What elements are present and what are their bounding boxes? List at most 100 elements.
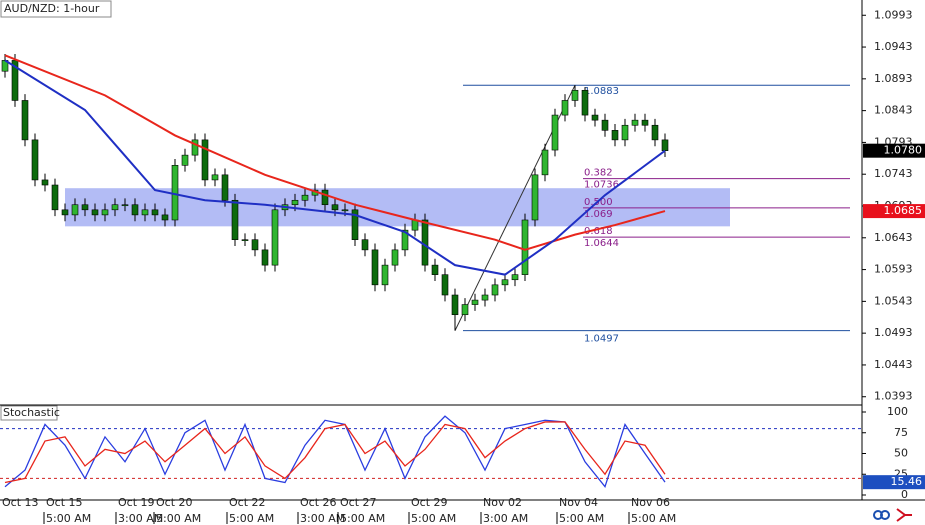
candle-body xyxy=(631,119,639,126)
candle-body xyxy=(91,209,99,216)
stoch-tick-label: 0 xyxy=(901,488,908,501)
chart-title: AUD/NZD: 1-hour xyxy=(4,2,100,15)
date-label: Oct 22 xyxy=(229,496,266,509)
date-label: Oct 29 xyxy=(411,496,448,509)
candle-body xyxy=(181,154,189,166)
candle-body xyxy=(421,219,429,266)
candle-body xyxy=(291,199,299,206)
candle-body xyxy=(231,199,239,240)
candle-body xyxy=(261,249,269,266)
candle-body xyxy=(481,294,489,301)
time-label: 5:00 AM xyxy=(229,512,274,525)
stoch-last-box xyxy=(863,475,925,490)
candle-body xyxy=(381,264,389,286)
y-tick-label: 1.0493 xyxy=(874,326,913,339)
candle-body xyxy=(601,119,609,131)
date-label: Oct 26 xyxy=(300,496,337,509)
candle-body xyxy=(441,274,449,296)
candle-body xyxy=(321,189,329,206)
time-label: 3:00 AM xyxy=(118,512,163,525)
candle-body xyxy=(491,284,499,296)
moving-average xyxy=(4,54,666,251)
y-tick-label: 1.0893 xyxy=(874,72,913,85)
candle-body xyxy=(531,174,539,221)
candle-body xyxy=(301,194,309,201)
arrow-icon[interactable] xyxy=(896,508,912,522)
fib-ratio-label: 0.382 xyxy=(584,168,613,179)
date-label: Nov 04 xyxy=(559,496,598,509)
y-tick-label: 1.0743 xyxy=(874,167,913,180)
candle-body xyxy=(371,249,379,286)
price-label: 1.0685 xyxy=(884,204,923,217)
candle-body xyxy=(561,100,569,116)
candle-body xyxy=(11,60,19,101)
y-tick-label: 1.0543 xyxy=(874,294,913,307)
stoch-tick-label: 50 xyxy=(894,447,908,460)
stoch-title-box xyxy=(0,405,58,421)
candle-body xyxy=(401,229,409,251)
candle-body xyxy=(21,100,29,141)
time-label: 3:00 AM xyxy=(483,512,528,525)
candle-body xyxy=(51,184,59,211)
y-tick-label: 1.0443 xyxy=(874,358,913,371)
candle-body xyxy=(101,209,109,216)
candle-body xyxy=(141,209,149,216)
candle-body xyxy=(621,124,629,141)
candle-body xyxy=(131,204,139,216)
fib-price-label: 1.069 xyxy=(584,209,613,220)
stoch-last-label: 15.46 xyxy=(891,475,923,488)
y-tick-label: 1.0843 xyxy=(874,104,913,117)
stoch-line xyxy=(4,415,666,489)
candle-body xyxy=(241,239,249,241)
candle-body xyxy=(201,139,209,181)
candle-body xyxy=(511,274,519,281)
candle-body xyxy=(571,89,579,101)
y-tick-label: 1.0643 xyxy=(874,231,913,244)
candle-body xyxy=(651,124,659,141)
candle-body xyxy=(451,294,459,316)
price-label-box xyxy=(863,204,925,219)
candle-body xyxy=(391,249,399,266)
time-label: 5:00 AM xyxy=(340,512,385,525)
date-label: Oct 20 xyxy=(156,496,193,509)
date-label: Oct 15 xyxy=(46,496,83,509)
candle-body xyxy=(461,304,469,316)
y-tick-label: 1.0993 xyxy=(874,8,913,21)
stoch-tick-label: 100 xyxy=(887,405,908,418)
date-label: Oct 19 xyxy=(118,496,155,509)
stoch-tick-label: 75 xyxy=(894,426,908,439)
candle-body xyxy=(41,179,49,186)
candle-body xyxy=(171,165,179,221)
candle-body xyxy=(551,114,559,151)
time-label: 3:00 AM xyxy=(300,512,345,525)
price-label-box xyxy=(863,143,925,158)
candle-body xyxy=(431,264,439,275)
candle-body xyxy=(81,204,89,211)
candle-body xyxy=(121,204,129,207)
stoch-title: Stochastic xyxy=(3,406,60,419)
date-label: Nov 02 xyxy=(483,496,522,509)
candle-body xyxy=(471,299,479,305)
y-tick-label: 1.0593 xyxy=(874,263,913,276)
title-box xyxy=(0,0,112,18)
time-label: 5:00 AM xyxy=(156,512,201,525)
candle-body xyxy=(541,149,549,176)
candle-body xyxy=(661,139,669,151)
candle-body xyxy=(361,239,369,251)
time-label: 5:00 AM xyxy=(411,512,456,525)
toolbar-icons[interactable] xyxy=(873,508,912,522)
fib-price-label: 1.0883 xyxy=(584,86,619,97)
stoch-line xyxy=(4,421,666,484)
candle-body xyxy=(31,139,39,181)
candle-body xyxy=(221,174,229,201)
candle-body xyxy=(211,174,219,181)
fib-price-label: 1.0644 xyxy=(584,238,619,249)
link-icon-2[interactable] xyxy=(880,510,890,520)
candle-body xyxy=(641,119,649,126)
candle-body xyxy=(61,209,69,216)
time-label: 5:00 AM xyxy=(631,512,676,525)
fib-price-label: 1.0736 xyxy=(584,180,619,191)
candle-body xyxy=(271,209,279,266)
candle-body xyxy=(191,139,199,156)
